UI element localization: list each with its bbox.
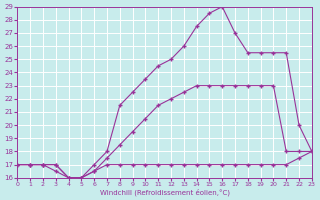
- X-axis label: Windchill (Refroidissement éolien,°C): Windchill (Refroidissement éolien,°C): [100, 188, 229, 196]
